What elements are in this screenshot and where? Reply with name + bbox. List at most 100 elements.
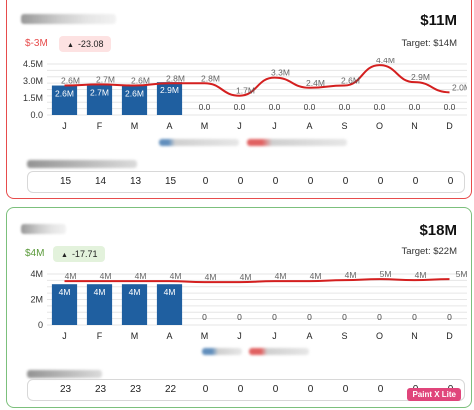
line-data-label: 2.6M [131,76,150,86]
bar-data-label: 2.6M [55,89,74,99]
bar-data-label: 0.0 [409,102,421,112]
line-data-label: 4M [65,271,77,281]
monthly-counts-row: 2323232200000000 [27,379,465,401]
bar-data-label: 0 [202,312,207,322]
series-line [64,64,450,97]
x-tick-label: J [272,331,277,341]
card-title-redacted [21,14,116,24]
month-count: 23 [94,384,107,395]
line-data-label: 4.4M [376,58,395,65]
line-data-label: 2.8M [201,73,220,83]
bar [156,284,183,325]
bar-data-label: 4M [129,287,141,297]
x-tick-label: J [62,331,67,341]
line-data-label: 2.4M [306,78,325,88]
bar [86,284,113,325]
change-badge-value: -17.71 [71,249,98,259]
series-line [64,278,450,284]
month-count: 0 [377,384,384,395]
arrow-up-icon: ▲ [61,252,68,259]
monthly-counts-row: 15 14 13 15 0 0 0 0 0 0 0 0 [27,171,465,193]
bar [156,82,183,115]
bar-data-label: 4M [94,287,106,297]
month-count: 0 [202,176,209,187]
chart-legend-redacted [249,348,309,355]
x-tick-label: N [411,331,418,341]
chart-legend-redacted [247,139,347,146]
x-tick-label: M [131,331,139,341]
bar-data-label: 2.7M [90,87,109,97]
month-count: 0 [307,384,314,395]
x-tick-label: J [272,121,277,131]
month-count: 0 [377,176,384,187]
bar-data-label: 2.9M [160,85,179,95]
x-tick-label: O [376,121,383,131]
chart-legend-redacted [159,139,239,146]
bar-data-label: 0.0 [199,102,211,112]
month-count: 0 [342,176,349,187]
counts-caption-redacted [27,160,137,168]
month-count: 0 [272,176,279,187]
x-tick-label: J [237,121,242,131]
month-count: 0 [237,176,244,187]
change-badge: ▲ -23.08 [59,36,112,52]
card-target: Target: $14M [401,38,457,49]
bar-data-label: 0.0 [234,102,246,112]
month-count: 23 [59,384,72,395]
month-count: 0 [202,384,209,395]
line-data-label: 4M [240,272,252,282]
counts-caption-redacted [27,370,102,378]
month-count: 0 [237,384,244,395]
x-tick-label: M [131,121,139,131]
arrow-up-icon: ▲ [67,42,74,49]
line-data-label: 4M [415,270,427,280]
change-badge: ▲ -17.71 [53,246,106,262]
card-target: Target: $22M [401,246,457,257]
card-amount: $11M [420,12,457,29]
month-count: 15 [59,176,72,187]
bar [51,284,78,325]
line-data-label: 2.6M [341,76,360,86]
y-tick-label: 4M [30,269,43,279]
month-count: 14 [94,176,107,187]
card-amount: $18M [419,222,457,239]
bar-data-label: 0 [447,312,452,322]
card-diff: $4M [25,248,45,259]
month-count: 0 [272,384,279,395]
y-tick-label: 0 [38,320,43,330]
bar [86,84,113,115]
bar-data-label: 2.6M [125,89,144,99]
y-tick-label: 2M [30,295,43,305]
line-data-label: 4M [205,272,217,282]
x-tick-label: O [376,331,383,341]
bar [121,85,148,115]
line-data-label: 1.7M [236,86,255,96]
bar-data-label: 0.0 [339,102,351,112]
line-data-label: 2.6M [61,76,80,86]
bar-data-label: 4M [59,287,71,297]
line-data-label: 5M [456,269,467,279]
line-data-label: 4M [345,270,357,280]
watermark-badge: Paint X Lite [407,388,461,401]
x-tick-label: F [97,121,103,131]
x-tick-label: A [166,331,172,341]
line-data-label: 4M [170,271,182,281]
x-tick-label: S [341,121,347,131]
bar-data-label: 0 [237,312,242,322]
x-tick-label: M [201,331,209,341]
month-count: 15 [164,176,177,187]
line-data-label: 2.9M [411,72,430,82]
y-tick-label: 1.5M [23,93,43,103]
bar [51,85,78,115]
line-data-label: 2.8M [166,73,185,83]
month-count: 22 [164,384,177,395]
x-tick-label: S [341,331,347,341]
bar-data-label: 0 [272,312,277,322]
sales-card-2: $18M $4M ▲ -17.71 Target: $22M 0 2M 4M 4M 4M 4… [6,207,472,408]
bar-data-label: 4M [164,287,176,297]
month-count: 13 [129,176,142,187]
month-count: 0 [342,384,349,395]
line-data-label: 2.0M [452,82,467,92]
bar-data-label: 0.0 [304,102,316,112]
x-tick-label: D [446,121,453,131]
